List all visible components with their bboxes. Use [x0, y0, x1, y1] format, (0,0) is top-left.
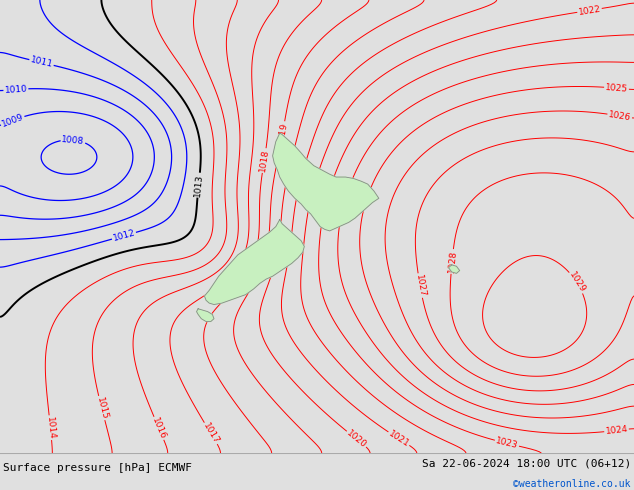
Text: 1011: 1011 — [29, 55, 54, 70]
Text: 1029: 1029 — [567, 270, 586, 294]
Text: 1015: 1015 — [94, 396, 109, 420]
Polygon shape — [197, 309, 214, 321]
Text: 1028: 1028 — [446, 249, 458, 273]
Text: 1024: 1024 — [605, 425, 628, 436]
Text: 1014: 1014 — [45, 416, 56, 440]
Text: 1026: 1026 — [608, 110, 631, 122]
Polygon shape — [205, 220, 304, 304]
Polygon shape — [449, 265, 460, 273]
Text: ©weatheronline.co.uk: ©weatheronline.co.uk — [514, 480, 631, 490]
Text: 1021: 1021 — [387, 429, 411, 449]
Text: 1012: 1012 — [112, 228, 136, 243]
Text: 1008: 1008 — [61, 135, 85, 146]
Text: Surface pressure [hPa] ECMWF: Surface pressure [hPa] ECMWF — [3, 463, 192, 473]
Text: 1009: 1009 — [1, 113, 25, 129]
Text: 1025: 1025 — [605, 83, 628, 94]
Text: 1022: 1022 — [578, 4, 602, 17]
Text: 1018: 1018 — [258, 148, 270, 172]
Text: 1019: 1019 — [276, 122, 289, 146]
Text: 1020: 1020 — [345, 428, 368, 450]
Polygon shape — [273, 133, 379, 231]
Text: 1017: 1017 — [201, 421, 221, 445]
Text: 1027: 1027 — [413, 273, 427, 297]
Text: 1023: 1023 — [495, 436, 519, 450]
Text: 1010: 1010 — [4, 84, 28, 95]
Text: 1013: 1013 — [193, 173, 204, 197]
Text: Sa 22-06-2024 18:00 UTC (06+12): Sa 22-06-2024 18:00 UTC (06+12) — [422, 459, 631, 468]
Text: 1016: 1016 — [150, 416, 167, 441]
